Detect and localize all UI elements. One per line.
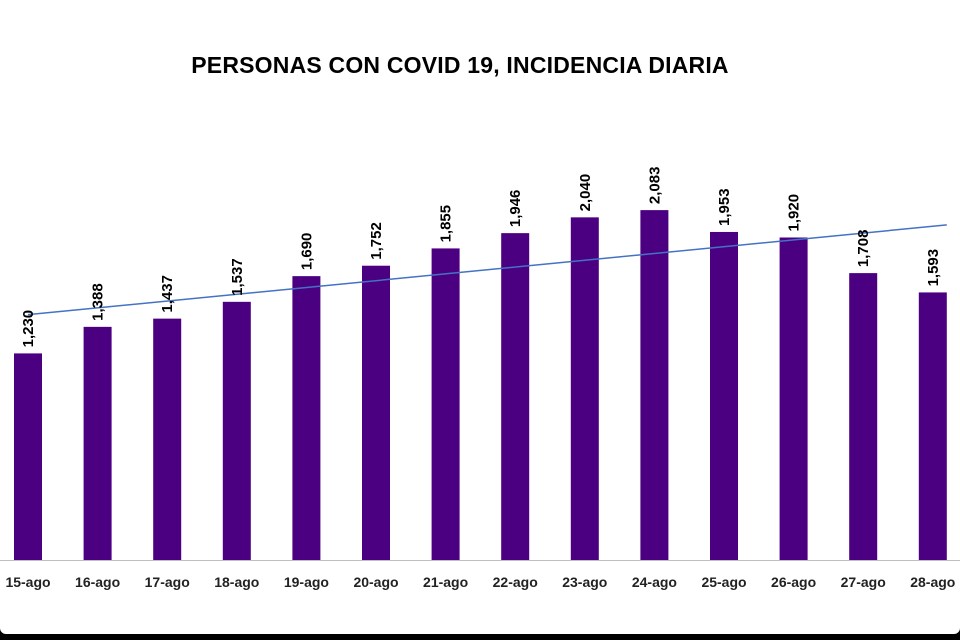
data-label-15-ago: 1,230 [20,310,37,348]
x-tick-label-19-ago: 19-ago [284,574,329,590]
data-label-23-ago: 2,040 [577,174,594,212]
x-tick-label-26-ago: 26-ago [771,574,816,590]
x-tick-label-15-ago: 15-ago [5,574,50,590]
data-label-21-ago: 1,855 [438,205,455,243]
bar-19-ago [292,276,321,560]
data-label-27-ago: 1,708 [855,230,872,268]
x-tick-label-21-ago: 21-ago [423,574,468,590]
data-label-16-ago: 1,388 [90,283,107,321]
bar-23-ago [570,217,599,560]
x-axis: 15-ago 16-ago 17-ago 18-ago 19-ago 20-ago 21-a… [0,560,960,590]
trendline-layer [27,224,947,316]
data-label-17-ago: 1,437 [159,275,176,313]
bar-24-ago [640,210,669,560]
chart-title: PERSONAS CON COVID 19, INCIDENCIA DIARIA [191,52,729,78]
bar-16-ago [83,326,112,560]
bar-18-ago [222,301,251,560]
data-label-18-ago: 1,537 [229,258,246,296]
data-label-22-ago: 1,946 [507,190,524,228]
data-label-26-ago: 1,920 [786,194,803,232]
x-tick-label-23-ago: 23-ago [562,574,607,590]
x-tick-label-25-ago: 25-ago [701,574,746,590]
trendline [27,224,947,316]
bar-21-ago [431,248,460,560]
x-tick-label-18-ago: 18-ago [214,574,259,590]
x-tick-label-17-ago: 17-ago [145,574,190,590]
x-tick-label-24-ago: 24-ago [632,574,677,590]
x-tick-label-16-ago: 16-ago [75,574,120,590]
bar-28-ago [918,292,947,560]
bar-20-ago [362,265,390,560]
x-tick-label-20-ago: 20-ago [353,574,398,590]
data-label-19-ago: 1,690 [298,233,315,271]
x-tick-label-22-ago: 22-ago [493,574,538,590]
x-tick-label-27-ago: 27-ago [841,574,886,590]
bars-layer [14,210,947,560]
x-tick-label-28-ago: 28-ago [910,574,955,590]
data-label-25-ago: 1,953 [716,188,733,226]
bar-25-ago [710,231,738,560]
data-label-24-ago: 2,083 [646,167,663,205]
bar-27-ago [849,273,878,560]
bar-26-ago [779,237,808,560]
bar-17-ago [153,318,182,560]
data-labels-layer: 1,230 1,388 1,437 1,537 1,690 1,752 1,855 1,946… [20,167,942,348]
bar-22-ago [501,233,530,560]
data-label-20-ago: 1,752 [368,222,385,260]
data-label-28-ago: 1,593 [925,249,942,287]
bar-15-ago [14,353,42,560]
